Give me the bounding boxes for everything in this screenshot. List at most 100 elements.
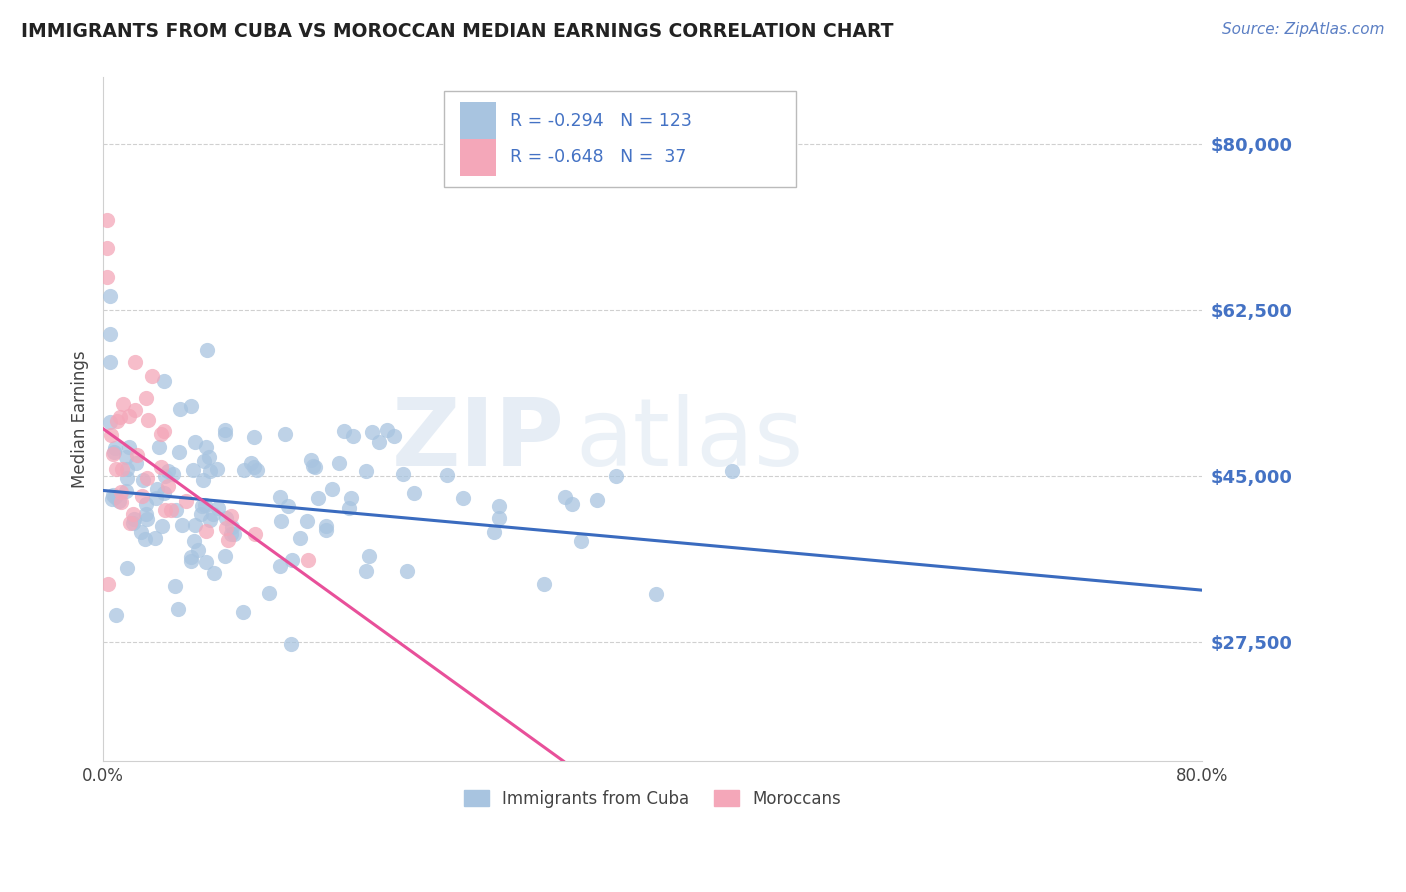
Point [98, 355, 121, 369]
Point [533, 577, 555, 591]
Point [257, 586, 280, 600]
Point [98, 415, 121, 429]
Point [98, 289, 121, 303]
Point [280, 637, 302, 651]
Point [194, 440, 217, 454]
Point [118, 440, 141, 454]
Point [270, 514, 292, 528]
Point [219, 509, 242, 524]
Point [156, 464, 179, 478]
Point [96, 269, 118, 284]
FancyBboxPatch shape [460, 138, 495, 177]
Point [354, 464, 377, 478]
Point [167, 602, 190, 616]
Point [354, 564, 377, 578]
Point [315, 523, 337, 537]
Point [488, 511, 510, 525]
Point [451, 491, 474, 506]
Point [232, 605, 254, 619]
Point [201, 507, 224, 521]
Point [150, 459, 173, 474]
Point [395, 565, 418, 579]
Point [135, 391, 157, 405]
Point [274, 427, 297, 442]
Point [243, 430, 266, 444]
Point [98, 326, 121, 341]
Point [112, 397, 135, 411]
Point [221, 520, 243, 534]
Text: IMMIGRANTS FROM CUBA VS MOROCCAN MEDIAN EARNINGS CORRELATION CHART: IMMIGRANTS FROM CUBA VS MOROCCAN MEDIAN … [21, 22, 894, 41]
Point [436, 467, 458, 482]
Point [115, 471, 138, 485]
Point [103, 445, 125, 459]
Point [122, 516, 145, 531]
Text: R = -0.294   N = 123: R = -0.294 N = 123 [510, 112, 692, 129]
Point [124, 355, 146, 369]
Point [105, 608, 128, 623]
Y-axis label: Median Earnings: Median Earnings [72, 351, 89, 488]
Point [321, 482, 343, 496]
Point [131, 489, 153, 503]
Point [153, 425, 176, 439]
Point [180, 550, 202, 565]
Point [165, 503, 187, 517]
Point [337, 500, 360, 515]
Point [215, 521, 238, 535]
Point [404, 486, 426, 500]
Point [586, 493, 609, 508]
Point [368, 435, 391, 450]
Point [136, 471, 159, 485]
Point [198, 513, 221, 527]
Point [214, 427, 236, 442]
Point [110, 495, 132, 509]
Point [195, 343, 218, 357]
Point [159, 503, 181, 517]
Point [136, 511, 159, 525]
Point [392, 467, 415, 481]
Point [163, 579, 186, 593]
Point [169, 401, 191, 416]
Point [194, 555, 217, 569]
Point [131, 474, 153, 488]
Point [214, 549, 236, 563]
Point [187, 543, 209, 558]
Point [157, 479, 180, 493]
Point [153, 486, 176, 500]
Point [150, 518, 173, 533]
FancyBboxPatch shape [460, 102, 495, 139]
Point [183, 534, 205, 549]
Point [108, 493, 131, 508]
Point [194, 498, 217, 512]
Point [202, 566, 225, 581]
Point [181, 463, 204, 477]
Point [277, 499, 299, 513]
Point [644, 587, 666, 601]
Point [169, 445, 191, 459]
Point [101, 488, 124, 502]
Point [105, 414, 128, 428]
Point [115, 484, 138, 499]
Point [101, 447, 124, 461]
Point [162, 467, 184, 482]
Point [207, 500, 229, 515]
Point [191, 499, 214, 513]
Point [214, 423, 236, 437]
Point [219, 527, 242, 541]
Point [121, 507, 143, 521]
Point [118, 409, 141, 423]
Point [114, 450, 136, 464]
Point [104, 442, 127, 456]
Point [184, 435, 207, 450]
Point [340, 491, 363, 505]
Point [117, 560, 139, 574]
FancyBboxPatch shape [444, 91, 796, 186]
Point [120, 516, 142, 530]
Point [153, 503, 176, 517]
Point [111, 462, 134, 476]
Point [148, 440, 170, 454]
Point [155, 468, 177, 483]
Point [125, 456, 148, 470]
Point [307, 491, 329, 505]
Point [207, 461, 229, 475]
Point [605, 469, 627, 483]
